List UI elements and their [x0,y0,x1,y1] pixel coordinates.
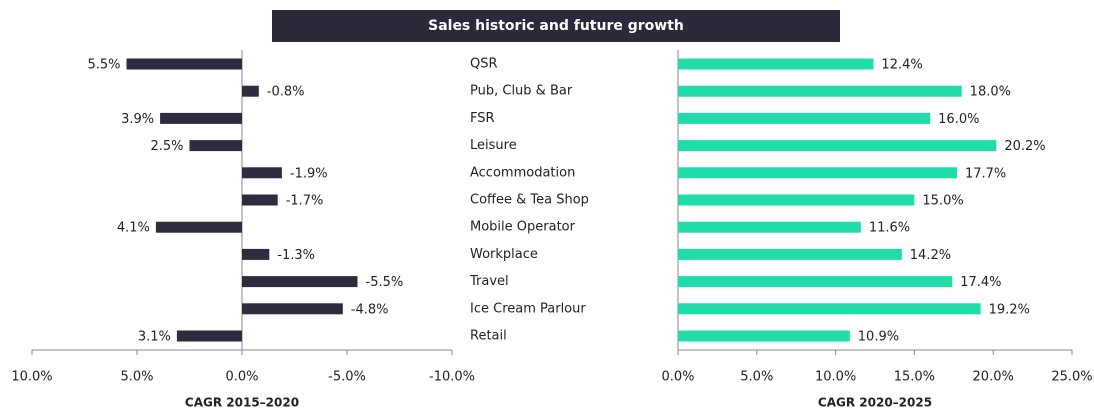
x-tick-label: 5.0% [740,370,773,385]
value-label: 3.1% [138,330,171,345]
bar [678,140,997,152]
value-label: 12.4% [881,58,922,73]
category-label: QSR [470,57,498,72]
value-label: 17.7% [965,166,1006,181]
value-label: -5.5% [366,275,404,290]
bar [126,58,242,70]
x-tick-label: -10.0% [429,370,475,385]
value-label: 3.9% [121,112,154,127]
axis-title: CAGR 2020–2025 [818,396,932,408]
value-label: 2.5% [150,139,183,154]
value-label: 4.1% [117,221,150,236]
value-label: 5.5% [87,58,120,73]
category-label: FSR [470,111,495,126]
value-label: 18.0% [970,85,1011,100]
value-label: 16.0% [938,112,979,127]
x-tick-label: -5.0% [328,370,366,385]
bar [242,85,259,97]
bar [189,140,242,152]
bar [678,221,861,233]
title-box [272,10,840,42]
bar [176,330,242,342]
bar [678,85,962,97]
value-label: -1.9% [290,166,328,181]
x-tick-label: 0.0% [661,370,694,385]
value-label: -0.8% [267,85,305,100]
bar [678,167,957,179]
category-label: Coffee & Tea Shop [470,193,589,208]
bar [242,167,282,179]
bar [242,276,358,288]
value-label: -1.7% [286,194,324,209]
bar [678,303,981,315]
value-label: 11.6% [869,221,910,236]
x-tick-label: 25.0% [1051,370,1092,385]
category-label: Workplace [470,247,538,262]
bar [678,112,931,124]
category-label: Travel [469,274,509,289]
x-tick-label: 0.0% [225,370,258,385]
value-label: 10.9% [858,330,899,345]
x-tick-label: 15.0% [894,370,935,385]
value-label: 20.2% [1004,139,1045,154]
category-label: Ice Cream Parlour [470,301,586,316]
category-label: Mobile Operator [470,220,576,235]
axis-title: CAGR 2015–2020 [185,396,299,408]
x-tick-label: 20.0% [973,370,1014,385]
bar [160,112,242,124]
category-label: Retail [470,329,507,344]
bar [678,194,915,206]
category-label: Accommodation [470,165,575,180]
bar [242,248,270,260]
bar [678,276,953,288]
value-label: -1.3% [277,248,315,263]
x-tick-label: 10.0% [815,370,856,385]
value-label: 14.2% [910,248,951,263]
value-label: 19.2% [989,302,1030,317]
bar [678,330,850,342]
x-tick-label: 5.0% [120,370,153,385]
x-tick-label: 10.0% [11,370,52,385]
bar [678,248,902,260]
value-label: 17.4% [960,275,1001,290]
chart-title: Sales historic and future growth [428,18,684,34]
value-label: -4.8% [351,302,389,317]
bar [242,194,278,206]
category-label: Pub, Club & Bar [470,84,573,99]
category-label: Leisure [470,138,517,153]
value-label: 15.0% [922,194,963,209]
bar [242,303,343,315]
bar [155,221,242,233]
bar [678,58,874,70]
